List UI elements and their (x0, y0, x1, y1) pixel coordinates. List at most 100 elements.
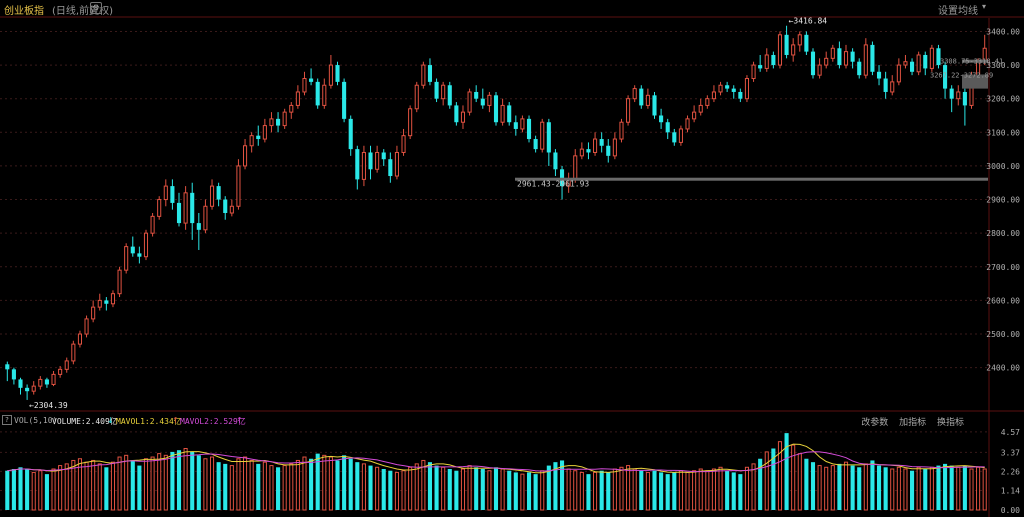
candle[interactable] (110, 290, 116, 308)
candle[interactable] (725, 81, 730, 92)
candle[interactable] (97, 293, 102, 311)
help-icon[interactable]: ? (2, 415, 12, 425)
candle[interactable] (830, 44, 835, 62)
volume-bar[interactable] (335, 460, 340, 510)
candle[interactable] (553, 149, 558, 177)
candle[interactable] (44, 377, 49, 388)
candle[interactable] (718, 81, 723, 96)
candle[interactable] (355, 145, 360, 190)
volume-bar[interactable] (229, 465, 234, 511)
candle[interactable] (850, 48, 855, 69)
candle[interactable] (190, 182, 195, 240)
candle[interactable] (434, 78, 439, 103)
candle[interactable] (157, 196, 162, 220)
volume-bar[interactable] (427, 462, 433, 510)
candle[interactable] (949, 85, 954, 113)
volume-bar[interactable] (309, 458, 314, 510)
volume-bar[interactable] (421, 459, 426, 511)
volume-bar[interactable] (295, 459, 300, 511)
volume-bar[interactable] (883, 467, 888, 510)
candle[interactable] (593, 132, 598, 156)
volume-bar[interactable] (454, 470, 459, 510)
candle[interactable] (744, 75, 750, 103)
volume-bar[interactable] (493, 467, 499, 510)
candle[interactable] (163, 179, 168, 207)
volume-bar[interactable] (474, 467, 479, 510)
volume-bar[interactable] (837, 463, 842, 510)
volume-bar[interactable] (460, 468, 466, 511)
volume-bar[interactable] (513, 472, 518, 510)
volume-bar[interactable] (553, 462, 558, 510)
candle[interactable] (480, 88, 485, 109)
volume-bar[interactable] (190, 451, 195, 510)
candle[interactable] (817, 58, 822, 79)
volume-bar[interactable] (31, 471, 36, 511)
candle[interactable] (612, 132, 617, 160)
volume-bar[interactable] (216, 462, 221, 510)
candle[interactable] (837, 41, 842, 69)
candle[interactable] (375, 145, 380, 173)
edit-params-button[interactable]: 改参数 (861, 418, 889, 428)
volume-bar[interactable] (328, 456, 333, 511)
volume-bar[interactable] (652, 470, 657, 510)
volume-bar[interactable] (969, 468, 974, 511)
volume-bar[interactable] (593, 471, 598, 511)
volume-bar[interactable] (586, 474, 591, 510)
volume-bar[interactable] (936, 465, 941, 510)
candle[interactable] (685, 115, 690, 133)
volume-bar[interactable] (223, 463, 228, 510)
add-indicator-button[interactable]: 加指标 (899, 418, 927, 428)
volume-bar[interactable] (639, 470, 644, 510)
index-title[interactable]: 创业板指 (4, 6, 44, 17)
volume-bar[interactable] (711, 468, 716, 511)
candle[interactable] (751, 61, 756, 82)
volume-bar[interactable] (943, 463, 948, 510)
candle[interactable] (857, 58, 862, 79)
candle[interactable] (282, 108, 287, 129)
candle[interactable] (579, 142, 584, 160)
candle[interactable] (916, 51, 921, 76)
volume-bar[interactable] (262, 461, 267, 511)
volume-bar[interactable] (744, 466, 750, 511)
candle[interactable] (692, 105, 697, 123)
candle[interactable] (137, 246, 142, 264)
candle[interactable] (183, 186, 188, 230)
volume-bar[interactable] (929, 466, 934, 511)
candle[interactable] (962, 88, 967, 126)
volume-bar[interactable] (500, 468, 505, 511)
candle[interactable] (236, 159, 241, 210)
candle[interactable] (639, 85, 644, 109)
volume-bar[interactable] (533, 474, 538, 510)
candle[interactable] (824, 51, 829, 69)
candle[interactable] (441, 81, 446, 106)
volume-bar[interactable] (401, 470, 406, 511)
volume-bar[interactable] (672, 472, 677, 510)
volume-bar[interactable] (480, 469, 485, 510)
candle[interactable] (520, 115, 525, 133)
volume-bar[interactable] (771, 448, 776, 511)
volume-bar[interactable] (777, 441, 783, 511)
volume-bar[interactable] (242, 456, 248, 511)
volume-bar[interactable] (698, 468, 703, 511)
volume-bar[interactable] (784, 433, 789, 510)
volume-bar[interactable] (38, 470, 43, 511)
candle[interactable] (196, 213, 201, 250)
candle[interactable] (124, 243, 129, 274)
candle[interactable] (513, 115, 518, 136)
volume-bar[interactable] (863, 463, 868, 511)
volume-bar[interactable] (249, 459, 254, 511)
candle[interactable] (896, 58, 901, 86)
candle[interactable] (843, 44, 849, 69)
volume-bar[interactable] (150, 456, 155, 511)
candle[interactable] (322, 78, 327, 109)
volume-bar[interactable] (916, 466, 921, 511)
volume-bar[interactable] (573, 470, 578, 511)
volume-bar[interactable] (692, 470, 697, 511)
volume-bar[interactable] (256, 463, 261, 510)
volume-bar[interactable] (44, 474, 49, 510)
candle[interactable] (784, 25, 789, 59)
candle[interactable] (474, 85, 479, 103)
candle[interactable] (328, 54, 333, 89)
candle[interactable] (223, 196, 228, 220)
volume-bar[interactable] (117, 456, 122, 511)
